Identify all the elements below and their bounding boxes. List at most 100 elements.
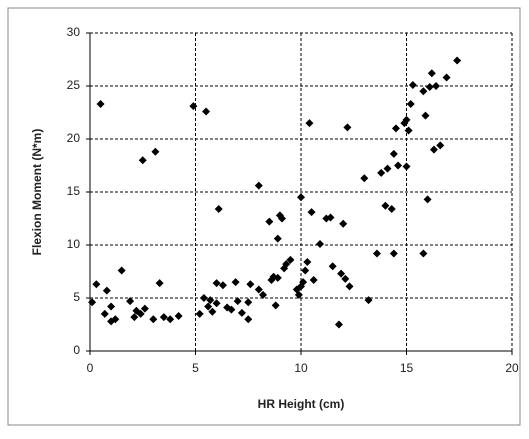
point [244, 315, 253, 324]
point [419, 249, 428, 258]
point [271, 301, 280, 310]
point [389, 149, 398, 158]
y-tick-label: 15 [67, 184, 81, 198]
point [151, 147, 160, 156]
point [107, 302, 116, 311]
point [149, 315, 158, 324]
point [423, 195, 432, 204]
point [299, 278, 308, 287]
point [345, 282, 354, 291]
point [432, 82, 441, 90]
point [360, 174, 369, 183]
point [237, 308, 246, 317]
point [199, 294, 208, 302]
point [429, 145, 438, 154]
x-axis-label: HR Height (cm) [258, 397, 345, 411]
point [326, 213, 335, 222]
point [402, 115, 411, 124]
point [294, 290, 303, 299]
point [130, 313, 139, 322]
point [337, 269, 346, 278]
point [436, 141, 445, 150]
point [427, 69, 436, 78]
x-tick-label: 10 [294, 361, 308, 375]
x-tick-label: 20 [505, 361, 519, 375]
point [214, 204, 223, 213]
point [117, 266, 126, 275]
point [315, 239, 324, 248]
x-tick-label: 15 [400, 361, 414, 375]
point [202, 107, 211, 116]
y-tick-label: 20 [67, 131, 81, 145]
point [372, 249, 381, 258]
point [155, 279, 164, 288]
point [208, 307, 217, 316]
point [341, 274, 350, 283]
x-tick-label: 5 [192, 361, 199, 375]
point [218, 281, 227, 290]
chart-frame [7, 7, 521, 426]
point [377, 168, 386, 177]
point [328, 262, 337, 271]
point [204, 302, 213, 311]
point [246, 280, 255, 289]
point [383, 164, 392, 173]
point [301, 266, 310, 275]
point [254, 285, 263, 294]
point [88, 298, 97, 307]
point [364, 296, 373, 305]
point [309, 275, 318, 284]
point [425, 83, 434, 92]
point [442, 73, 451, 82]
point [453, 56, 462, 65]
point [421, 111, 430, 120]
y-tick-label: 5 [73, 290, 80, 304]
point [96, 100, 105, 109]
point [212, 299, 221, 308]
point [381, 201, 390, 210]
point [265, 217, 274, 226]
point [195, 309, 204, 318]
point [282, 260, 291, 269]
point [166, 315, 175, 324]
point [278, 214, 287, 223]
point [206, 296, 215, 305]
point [140, 304, 149, 313]
point [126, 297, 135, 306]
point [391, 124, 400, 133]
point [404, 126, 413, 135]
point [297, 193, 305, 202]
point [387, 204, 396, 213]
point [419, 87, 428, 96]
point [334, 320, 343, 329]
point [138, 156, 147, 165]
point [394, 161, 403, 170]
point [303, 257, 312, 266]
point [273, 234, 282, 243]
y-tick-label: 25 [67, 78, 81, 92]
point [174, 312, 183, 321]
point [339, 219, 348, 228]
point [389, 249, 398, 258]
point [305, 119, 314, 128]
y-axis-label: Flexion Moment (N*m) [30, 129, 44, 256]
point [102, 286, 111, 295]
point [231, 278, 240, 287]
point [408, 80, 417, 89]
point [406, 100, 415, 109]
point [111, 315, 120, 324]
point [212, 279, 221, 288]
point [307, 208, 316, 217]
point [92, 280, 101, 289]
y-tick-label: 30 [67, 25, 81, 39]
point [259, 290, 268, 299]
point [136, 309, 145, 318]
point [273, 273, 282, 282]
point [244, 298, 253, 307]
point [402, 162, 411, 171]
point [343, 123, 352, 132]
x-tick-label: 0 [87, 361, 94, 375]
point [159, 313, 168, 322]
point [100, 309, 109, 318]
